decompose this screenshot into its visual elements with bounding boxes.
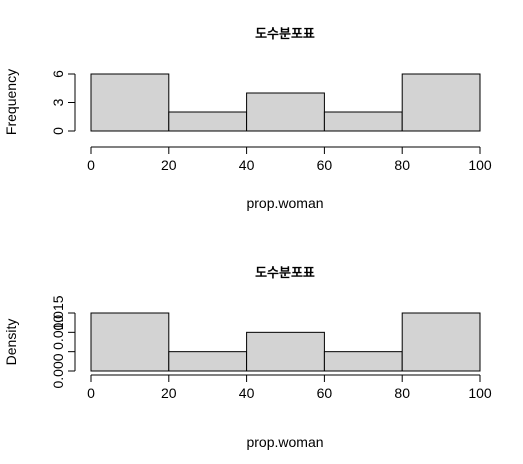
y-tick-label-2-3: 0.010 [50,315,66,350]
y-axis-label-1: Frequency [3,69,19,135]
x-tick-label-2-6: 100 [468,385,492,401]
x-tick-label-2-1: 0 [87,385,95,401]
x-axis-label-2: prop.woman [246,434,323,450]
y-tick-label-2-4: 0.015 [50,295,66,330]
x-tick-label-2-3: 40 [239,385,255,401]
chart-title-1: 도수분포표 [255,27,315,42]
x-tick-label-1-5: 80 [394,157,410,173]
bar-2-1 [90,312,170,372]
chart-title-2: 도수분포표 [255,266,315,281]
bar-2-4 [323,351,403,372]
x-axis-1: 0 20 40 60 80 100 [87,146,492,173]
x-tick-label-1-4: 60 [317,157,333,173]
y-tick-label-2-1: 0.000 [50,353,66,388]
y-axis-1: 0 3 6 [50,70,76,135]
y-tick-label-1-2: 3 [50,98,66,106]
bar-2-2 [168,351,248,372]
bar-1-4 [323,111,403,132]
x-tick-label-2-4: 60 [317,385,333,401]
bars-group-1 [90,73,481,132]
bar-1-1 [90,73,170,132]
x-tick-label-1-2: 20 [161,157,177,173]
bar-2-5 [401,312,481,372]
bar-2-3 [246,331,325,372]
bar-1-3 [246,92,325,132]
x-tick-label-1-6: 100 [468,157,492,173]
x-tick-label-1-1: 0 [87,157,95,173]
y-tick-label-1-3: 6 [50,70,66,78]
x-axis-label-1: prop.woman [246,195,323,211]
bar-1-2 [168,111,248,132]
x-axis-2: 0 20 40 60 80 100 [87,374,492,401]
bar-1-5 [401,73,481,132]
bars-group-2 [90,312,481,372]
x-tick-label-1-3: 40 [239,157,255,173]
y-axis-label-2: Density [3,319,19,366]
x-tick-label-2-2: 20 [161,385,177,401]
y-tick-label-1-1: 0 [50,127,66,135]
x-tick-label-2-5: 80 [394,385,410,401]
histogram-panel-1: 도수분포표 0 3 6 0 20 40 60 80 100 Frequency prop.wo… [3,27,492,211]
